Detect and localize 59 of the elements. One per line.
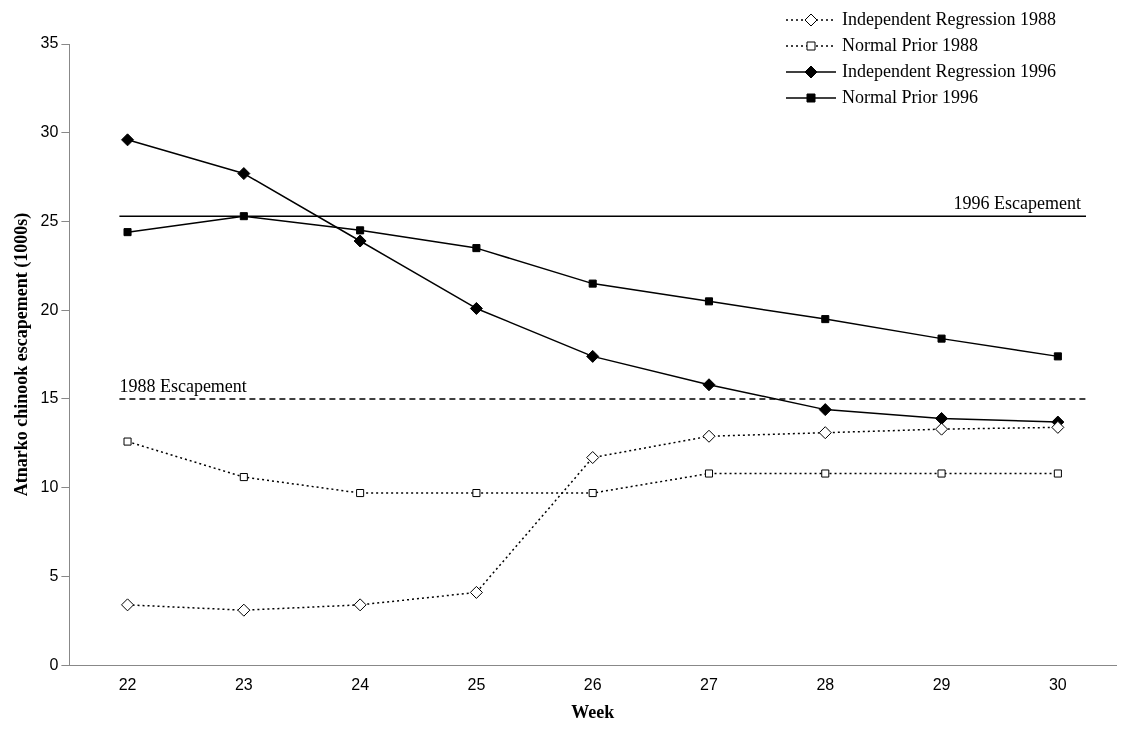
x-tick-label: 24 bbox=[351, 676, 370, 694]
x-tick-label: 22 bbox=[118, 676, 137, 694]
point bbox=[469, 301, 483, 315]
point bbox=[472, 244, 481, 253]
point bbox=[702, 429, 716, 443]
point bbox=[702, 378, 716, 392]
point bbox=[704, 297, 714, 306]
point bbox=[588, 279, 597, 288]
point bbox=[123, 437, 132, 446]
legend-label: Normal Prior 1996 bbox=[842, 86, 978, 107]
point bbox=[937, 334, 946, 343]
x-axis-title: Week bbox=[571, 701, 615, 722]
legend-label: Independent Regression 1988 bbox=[842, 8, 1056, 29]
x-tick-label: 28 bbox=[816, 676, 835, 694]
x-tick-label: 29 bbox=[932, 676, 951, 694]
point bbox=[935, 422, 949, 436]
point bbox=[356, 226, 365, 235]
legend-label: Independent Regression 1996 bbox=[842, 60, 1056, 81]
point bbox=[1053, 469, 1062, 478]
point bbox=[588, 489, 597, 498]
y-tick-label: 25 bbox=[40, 211, 59, 229]
y-tick-label: 15 bbox=[40, 389, 59, 407]
point bbox=[123, 228, 132, 237]
point bbox=[586, 349, 600, 363]
x-tick-label: 25 bbox=[467, 676, 486, 694]
y-tick-label: 20 bbox=[40, 300, 59, 318]
x-tick-label: 26 bbox=[583, 676, 602, 694]
y-tick-label: 5 bbox=[49, 566, 59, 584]
point bbox=[935, 412, 949, 425]
y-tick-label: 10 bbox=[40, 478, 59, 496]
point bbox=[237, 603, 251, 617]
ref-line-label: 1988 Escapement bbox=[119, 375, 247, 396]
point bbox=[469, 585, 483, 599]
y-tick-label: 35 bbox=[40, 34, 59, 52]
point bbox=[821, 315, 830, 324]
y-axis-title: Atnarko chinook escapement (1000s) bbox=[11, 212, 33, 497]
point bbox=[237, 167, 251, 181]
point bbox=[818, 426, 832, 440]
point bbox=[472, 489, 481, 498]
point bbox=[821, 469, 830, 478]
point bbox=[353, 234, 367, 248]
legend-label: Normal Prior 1988 bbox=[842, 34, 978, 55]
point bbox=[121, 598, 135, 612]
point bbox=[818, 403, 832, 417]
ref-line-label: 1996 Escapement bbox=[953, 192, 1081, 213]
x-tick-label: 23 bbox=[234, 676, 253, 694]
point bbox=[121, 133, 135, 147]
x-tick-label: 30 bbox=[1048, 676, 1067, 694]
point bbox=[586, 451, 600, 465]
point bbox=[353, 598, 367, 612]
point bbox=[704, 469, 714, 478]
point bbox=[937, 469, 946, 478]
y-tick-label: 30 bbox=[40, 123, 59, 141]
y-tick-label: 0 bbox=[49, 655, 59, 673]
point bbox=[1051, 420, 1065, 434]
point bbox=[1053, 352, 1062, 361]
point bbox=[239, 473, 248, 482]
point bbox=[356, 489, 365, 498]
x-tick-label: 27 bbox=[700, 676, 718, 694]
